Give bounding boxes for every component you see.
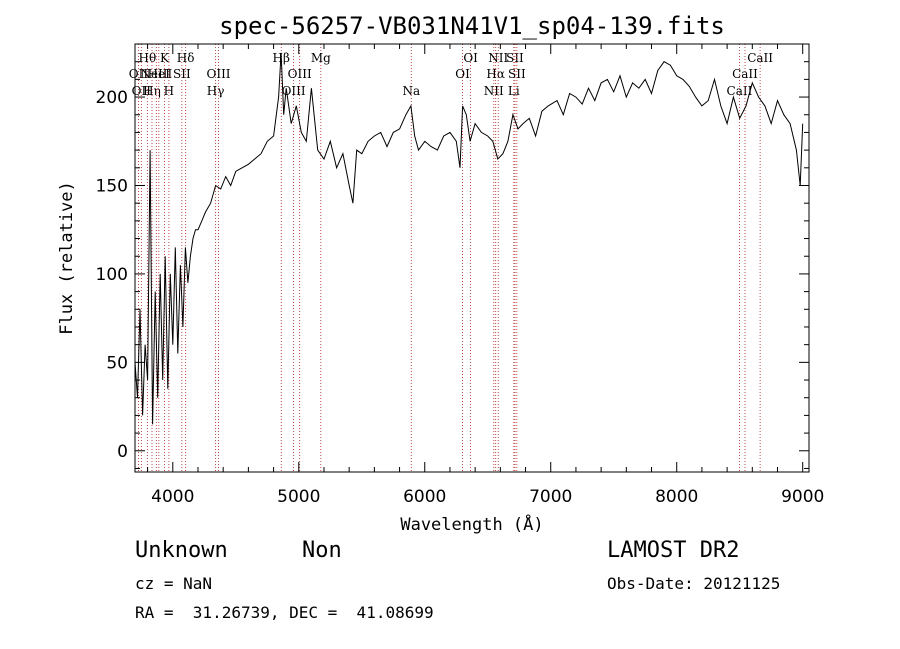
spectral-line-label: HeI [148, 67, 171, 81]
class-label: Unknown [135, 538, 228, 563]
spectral-line-label: Hθ [138, 51, 156, 65]
spectral-line-label: NII [484, 84, 504, 98]
spectral-line-label: OI [455, 67, 470, 81]
y-tick-label: 100 [96, 265, 128, 285]
spectral-line-label: NII [488, 51, 508, 65]
spectral-line-label: SII [506, 51, 524, 65]
chart-title: spec-56257-VB031N41V1_sp04-139.fits [219, 12, 725, 40]
y-axis-label: Flux (relative) [57, 181, 77, 335]
spectral-line-label: Hα [486, 67, 505, 81]
spectral-line-label: H [164, 84, 174, 98]
spectral-line-label: OIII [288, 67, 312, 81]
x-tick-label: 7000 [529, 487, 572, 507]
spectral-line-label: OI [463, 51, 478, 65]
spectral-line-label: Na [402, 84, 420, 98]
survey-label: LAMOST DR2 [607, 538, 740, 563]
subclass-label: Non [302, 538, 342, 563]
spectral-line-label: CaII [747, 51, 773, 65]
spectral-line-label: OII [129, 67, 149, 81]
spectral-line-markers: OIIOIIHθHηNeIIIHeIKHSIIHδHγOIIIHβOIIIOII… [129, 44, 773, 472]
spectral-line-label: CaII [732, 67, 758, 81]
obs-date-label: Obs-Date: 20121125 [607, 574, 781, 593]
y-tick-label: 0 [117, 442, 128, 462]
plot-frame [134, 43, 810, 473]
x-tick-label: 5000 [277, 487, 320, 507]
y-tick-label: 200 [96, 88, 128, 108]
y-tick-label: 150 [96, 176, 128, 196]
y-tick-label: 50 [106, 353, 128, 373]
x-tick-label: 8000 [655, 487, 698, 507]
x-tick-label: 9000 [781, 487, 824, 507]
x-axis-label: Wavelength (Å) [400, 513, 543, 535]
spectral-line-label: Hη [143, 84, 161, 98]
x-axis: 4000 5000 6000 7000 8000 9000 [147, 44, 824, 507]
spectral-line-label: K [160, 51, 170, 65]
spectral-line-label: SII [508, 67, 526, 81]
spectral-line-label: OIII [282, 84, 306, 98]
spectral-line-label: CaII [727, 84, 753, 98]
spectral-line-label: OIII [206, 67, 230, 81]
spectral-line-label: Hγ [207, 84, 225, 98]
spectrum-chart: spec-56257-VB031N41V1_sp04-139.fits OII O… [57, 12, 824, 535]
coordinates-label: RA = 31.26739, DEC = 41.08699 [135, 603, 434, 622]
spectral-line-label: Li [508, 84, 520, 98]
spectrum-line [134, 52, 804, 425]
spectral-line-label: SII [173, 67, 191, 81]
y-axis: 0 50 100 150 200 [96, 43, 809, 469]
x-tick-label: 4000 [151, 487, 194, 507]
spectral-line-label: Hδ [177, 51, 195, 65]
x-tick-label: 6000 [403, 487, 446, 507]
spectral-line-label: Mg [311, 51, 331, 65]
spectral-line-label: OII [132, 84, 152, 98]
redshift-label: cz = NaN [135, 574, 213, 593]
